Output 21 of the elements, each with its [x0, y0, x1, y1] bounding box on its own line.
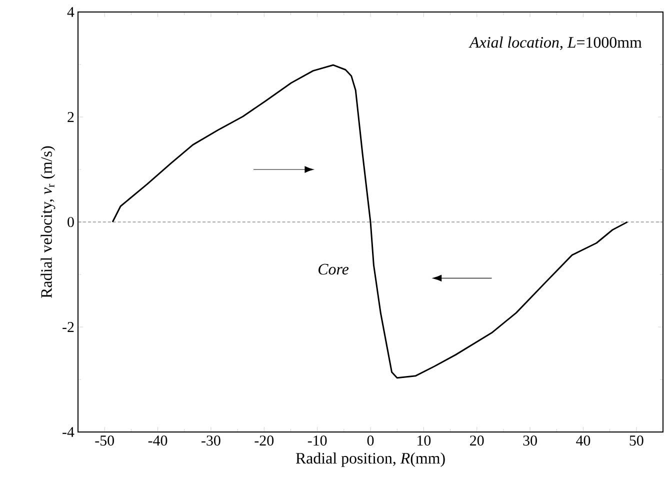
line-series [112, 64, 628, 379]
y-tick-label: 4 [67, 7, 74, 17]
y-tick-label: -4 [62, 427, 74, 437]
y-tick-label: -2 [62, 322, 74, 332]
x-tick-label: -50 [95, 436, 114, 446]
x-tick-label: 0 [367, 436, 374, 446]
annotation: Core [318, 264, 349, 275]
x-tick-label: -20 [254, 436, 274, 446]
x-tick-label: 30 [523, 436, 537, 446]
y-tick-label: 2 [68, 112, 74, 122]
x-axis-title: Radial position, R(mm) [296, 452, 445, 467]
y-tick-label: 0 [68, 216, 74, 228]
annotation: Axial location, L=1000mm [468, 36, 642, 50]
x-tick-label: -30 [202, 436, 220, 446]
x-tick-label: -10 [308, 436, 327, 446]
x-tick-label: 10 [418, 436, 431, 446]
x-tick-label: 20 [470, 436, 484, 446]
x-tick-label: -40 [148, 436, 168, 446]
x-tick-label: 50 [630, 436, 644, 446]
y-axis-title: Radial velocity, v$_{r}$ (m/s) [40, 146, 56, 298]
x-tick-label: 40 [576, 436, 590, 446]
